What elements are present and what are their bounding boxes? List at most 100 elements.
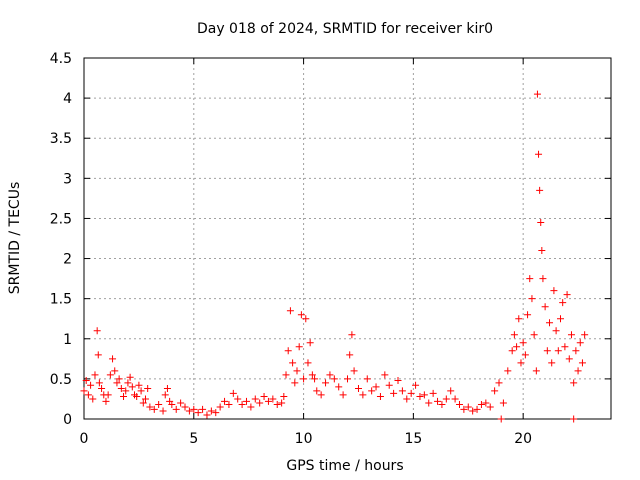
data-point xyxy=(286,307,294,315)
data-point xyxy=(570,415,578,423)
data-point xyxy=(447,387,455,395)
data-point xyxy=(563,291,571,299)
data-point xyxy=(256,399,264,407)
x-tick-label: 5 xyxy=(189,431,198,447)
data-point xyxy=(546,319,554,327)
data-point xyxy=(473,405,481,413)
data-point xyxy=(497,415,505,423)
x-axis-label: GPS time / hours xyxy=(286,458,403,474)
data-point xyxy=(322,379,330,387)
data-point xyxy=(293,367,301,375)
data-point xyxy=(412,381,420,389)
data-point xyxy=(372,383,380,391)
data-point xyxy=(491,387,499,395)
y-tick-label: 2 xyxy=(63,252,72,268)
data-point xyxy=(559,299,567,307)
data-point xyxy=(91,371,99,379)
plot-frame xyxy=(83,57,612,420)
data-point xyxy=(368,387,376,395)
data-point xyxy=(508,347,516,355)
data-point xyxy=(394,376,402,384)
data-point xyxy=(535,150,543,158)
data-point xyxy=(543,347,551,355)
data-point xyxy=(517,359,525,367)
y-tick-label: 2.5 xyxy=(50,211,72,227)
data-point xyxy=(93,327,101,335)
data-point xyxy=(339,391,347,399)
data-point xyxy=(150,405,158,413)
data-point xyxy=(344,375,351,383)
data-point xyxy=(80,387,88,395)
data-point xyxy=(289,359,297,367)
data-point xyxy=(570,379,578,387)
data-point xyxy=(572,347,580,355)
data-point xyxy=(576,339,584,347)
data-point xyxy=(216,403,224,411)
data-point xyxy=(168,401,176,409)
data-point xyxy=(311,375,319,383)
data-point xyxy=(295,343,303,351)
data-point xyxy=(278,399,286,407)
data-point xyxy=(82,376,90,384)
data-point xyxy=(273,401,281,409)
data-point xyxy=(385,381,393,389)
data-point xyxy=(126,373,134,381)
data-point xyxy=(229,389,237,397)
data-point xyxy=(451,395,459,403)
x-tick-label: 20 xyxy=(514,431,532,447)
data-point xyxy=(556,315,564,323)
data-point xyxy=(530,331,538,339)
data-point xyxy=(548,359,556,367)
data-point xyxy=(317,391,325,399)
data-point xyxy=(135,381,143,389)
data-point xyxy=(113,379,121,387)
data-point xyxy=(84,391,92,399)
data-point xyxy=(124,379,132,387)
data-point xyxy=(282,371,290,379)
data-point xyxy=(141,395,149,403)
data-point xyxy=(163,385,171,393)
x-tick-label: 15 xyxy=(404,431,422,447)
data-point xyxy=(515,315,523,323)
data-point xyxy=(104,391,112,399)
data-point xyxy=(221,397,229,405)
data-point xyxy=(137,387,145,395)
data-point xyxy=(541,303,549,311)
y-tick-label: 0.5 xyxy=(50,372,72,388)
data-point xyxy=(247,403,255,411)
data-point xyxy=(251,395,259,403)
data-point xyxy=(464,403,472,411)
x-tick-label: 0 xyxy=(80,431,89,447)
data-point xyxy=(199,405,207,413)
x-tick-label: 10 xyxy=(295,431,313,447)
data-point xyxy=(177,399,185,407)
data-point xyxy=(519,339,527,347)
data-point xyxy=(552,327,560,335)
data-point xyxy=(155,401,163,409)
data-point xyxy=(106,371,114,379)
data-point xyxy=(308,371,316,379)
data-point xyxy=(280,393,288,401)
data-point xyxy=(416,393,424,401)
data-point xyxy=(330,375,338,383)
data-point xyxy=(537,218,545,226)
data-point xyxy=(390,389,398,397)
data-point xyxy=(513,343,521,351)
data-point xyxy=(291,379,299,387)
data-point xyxy=(554,347,562,355)
y-tick-label: 0 xyxy=(63,412,72,428)
data-point xyxy=(203,411,211,419)
y-tick-label: 3 xyxy=(63,171,72,187)
data-point xyxy=(574,367,582,375)
data-point xyxy=(306,339,314,347)
axis-ticks: 0 0.5 1 1.5 2 2.5 3 3.5 4 4.5 0 5 10 15 20 xyxy=(50,51,611,447)
data-point xyxy=(304,359,312,367)
data-point xyxy=(194,409,202,417)
data-point xyxy=(260,393,268,401)
data-point xyxy=(144,385,152,393)
data-point xyxy=(117,385,125,393)
data-point xyxy=(442,395,450,403)
data-point xyxy=(284,347,292,355)
data-point xyxy=(102,397,110,405)
